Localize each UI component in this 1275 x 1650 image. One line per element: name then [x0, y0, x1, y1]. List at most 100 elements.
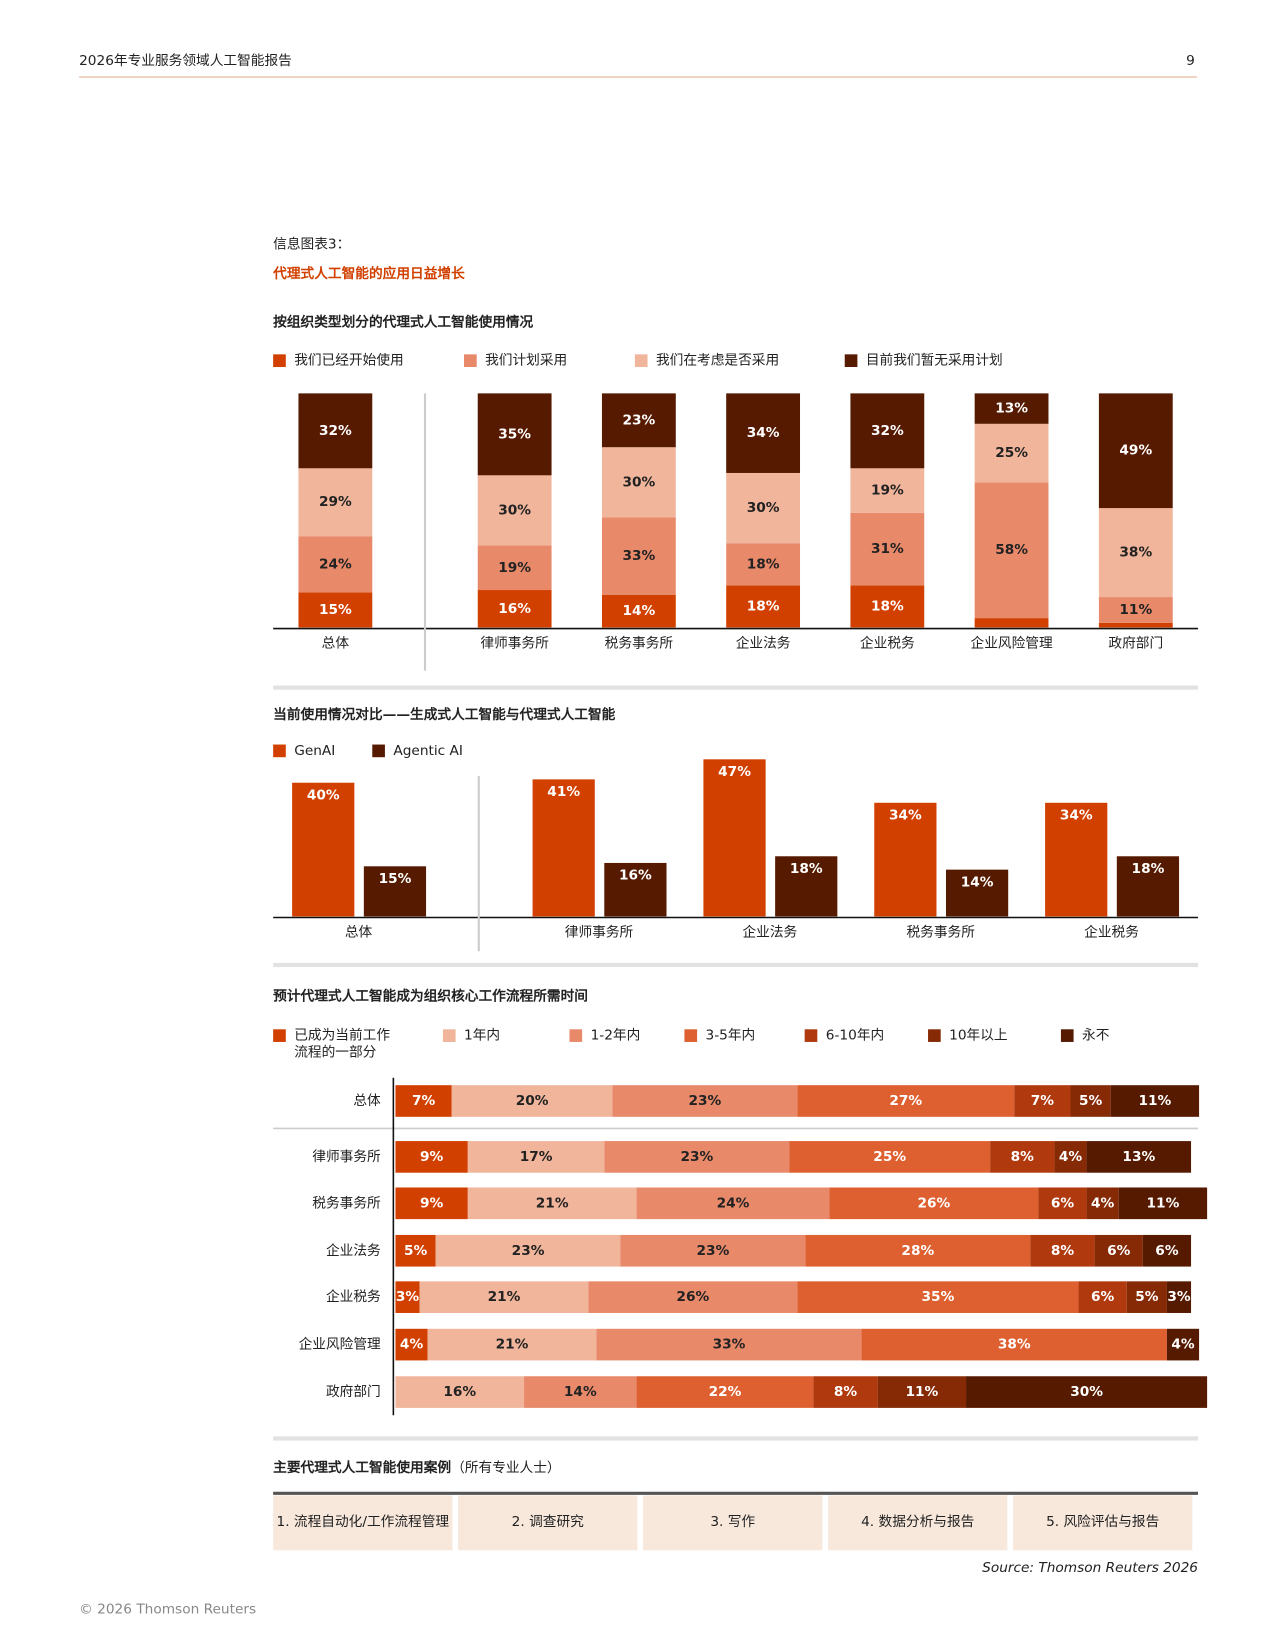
bar-segment: [805, 1234, 1031, 1267]
bar-segment: [1054, 1141, 1087, 1173]
legend-swatch: [273, 744, 286, 758]
bar-segment: [726, 543, 801, 586]
x-tick-label: 总体: [345, 924, 373, 940]
bar-segment: [1078, 1281, 1127, 1313]
legend-label: 1年内: [464, 1028, 500, 1044]
data-label: 6%: [1091, 1289, 1115, 1305]
chart-title: 当前使用情况对比——生成式人工智能与代理式人工智能: [273, 706, 616, 723]
bar-segment: [636, 1376, 814, 1408]
use-case-box: [458, 1495, 638, 1551]
y-tick-label: 律师事务所: [312, 1149, 381, 1165]
footer: © 2026 Thomson Reuters: [79, 1601, 256, 1617]
bar: [363, 866, 427, 917]
legend-label: 我们在考虑是否采用: [656, 353, 779, 369]
data-label: 23%: [622, 412, 655, 428]
data-label: 40%: [307, 787, 340, 803]
data-label: 23%: [512, 1243, 545, 1259]
data-label: 16%: [443, 1384, 476, 1400]
bar-segment: [395, 1085, 452, 1117]
data-label: 18%: [747, 598, 780, 614]
data-label: 25%: [995, 445, 1028, 461]
bar-segment: [861, 1328, 1167, 1361]
data-label: 17%: [520, 1149, 553, 1165]
bar-segment: [427, 1328, 597, 1361]
bar-segment: [477, 590, 552, 628]
data-label: 6%: [1051, 1195, 1075, 1211]
data-label: 32%: [319, 423, 352, 439]
bar: [1045, 802, 1108, 917]
data-label: 21%: [536, 1195, 569, 1211]
bar-segment: [1098, 393, 1173, 509]
bar-segment: [1030, 1234, 1095, 1267]
data-label: 15%: [379, 871, 412, 887]
y-tick-label: 企业风险管理: [299, 1336, 381, 1353]
bar-segment: [435, 1234, 621, 1267]
bar-segment: [451, 1085, 613, 1117]
legend-swatch: [273, 1029, 286, 1042]
data-label: 3%: [1167, 1289, 1191, 1305]
use-case-box: [828, 1495, 1008, 1551]
data-label: 23%: [688, 1093, 721, 1109]
bar-segment: [1086, 1141, 1192, 1173]
data-label: 38%: [998, 1337, 1031, 1353]
data-label: 5%: [1079, 1093, 1103, 1109]
bar-segment: [1098, 508, 1173, 598]
bar: [775, 856, 838, 917]
data-label: 11%: [905, 1384, 938, 1400]
bar-segment: [1086, 1187, 1119, 1220]
bar: [874, 802, 937, 917]
data-label: 14%: [564, 1384, 597, 1400]
chart-title: 预计代理式人工智能成为组织核心工作流程所需时间: [273, 988, 588, 1005]
legend-label: Agentic AI: [393, 743, 463, 759]
data-label: 16%: [498, 601, 531, 617]
bar-segment: [1038, 1187, 1087, 1220]
bar-segment: [829, 1187, 1039, 1220]
chart-title: 按组织类型划分的代理式人工智能使用情况: [273, 314, 533, 331]
data-label: 8%: [1011, 1149, 1035, 1165]
data-label: 29%: [319, 494, 352, 510]
legend-label: 6-10年内: [826, 1028, 884, 1044]
x-tick-label: 律师事务所: [480, 635, 549, 651]
bar: [292, 782, 355, 917]
bar: [703, 759, 766, 917]
bar-segment: [1110, 1085, 1200, 1117]
data-label: 30%: [747, 500, 780, 516]
y-tick-label: 政府部门: [326, 1384, 381, 1400]
infographic-label: 信息图表3：: [273, 236, 350, 253]
bar-segment: [1014, 1085, 1071, 1117]
data-label: 9%: [420, 1195, 444, 1211]
legend-label: 3-5年内: [706, 1028, 756, 1044]
bar-segment: [601, 594, 676, 628]
data-label: 27%: [889, 1093, 922, 1109]
bar-segment: [974, 423, 1049, 483]
data-label: 23%: [697, 1243, 730, 1259]
legend-label: 10年以上: [949, 1028, 1007, 1044]
data-label: 11%: [1138, 1093, 1171, 1109]
use-cases-title: 主要代理式人工智能使用案例: [273, 1459, 451, 1476]
bar-segment: [419, 1281, 589, 1313]
data-label: 15%: [319, 602, 352, 618]
bar: [604, 862, 667, 917]
data-label: 49%: [1119, 443, 1152, 459]
data-label: 11%: [1119, 602, 1152, 618]
data-label: 18%: [747, 556, 780, 572]
data-label: 6%: [1155, 1243, 1179, 1259]
data-label: 28%: [901, 1243, 934, 1259]
data-label: 25%: [873, 1149, 906, 1165]
bar: [1116, 856, 1180, 917]
bar-segment: [1098, 597, 1173, 623]
y-tick-label: 税务事务所: [312, 1195, 381, 1211]
section-divider: [273, 685, 1199, 690]
bar-segment: [974, 618, 1049, 628]
bar-segment: [1126, 1281, 1167, 1313]
legend-label: 1-2年内: [591, 1028, 641, 1044]
page-number: 9: [1186, 53, 1195, 69]
data-label: 30%: [1070, 1384, 1103, 1400]
use-case-label: 1. 流程自动化/工作流程管理: [276, 1514, 449, 1530]
data-label: 24%: [319, 556, 352, 572]
data-label: 20%: [516, 1093, 549, 1109]
bar-segment: [850, 393, 925, 469]
use-case-box: [273, 1495, 453, 1551]
bar-segment: [467, 1187, 637, 1220]
